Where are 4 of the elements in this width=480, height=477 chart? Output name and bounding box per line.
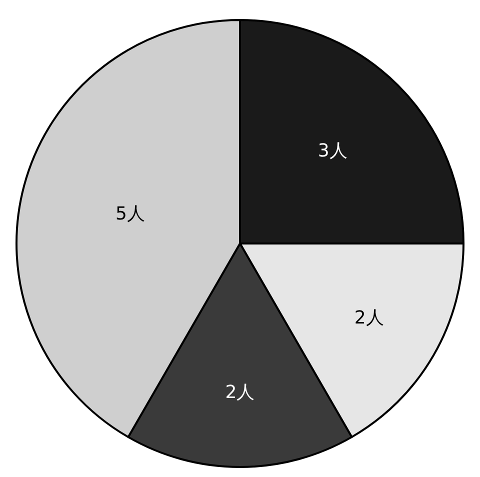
data-label: 5人: [115, 204, 145, 225]
data-label: 2人: [354, 308, 384, 328]
data-label: 2人: [225, 382, 255, 403]
data-label: 3人: [318, 140, 348, 162]
